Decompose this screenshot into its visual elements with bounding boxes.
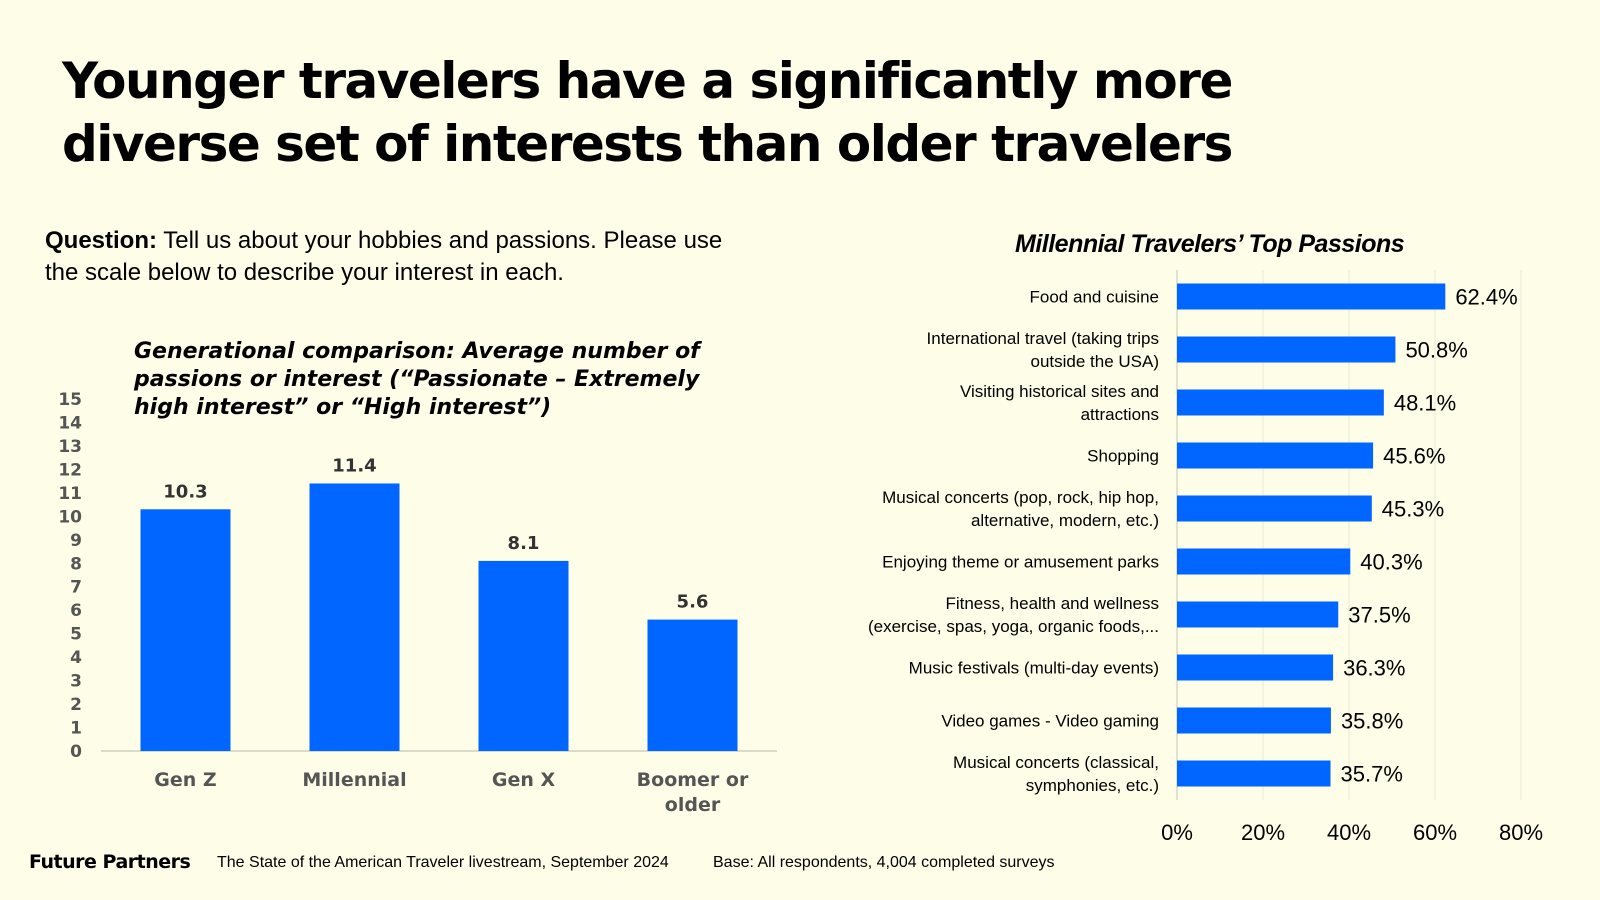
y-tick-label: attractions — [1081, 405, 1159, 424]
x-tick-label: 80% — [1499, 820, 1543, 845]
x-tick-label: older — [665, 794, 721, 816]
bar — [140, 509, 231, 751]
y-tick-label: alternative, modern, etc.) — [971, 511, 1159, 530]
y-tick-label: (exercise, spas, yoga, organic foods,... — [868, 617, 1159, 636]
y-tick-label: outside the USA) — [1030, 352, 1159, 371]
y-tick-label: Music festivals (multi-day events) — [909, 659, 1159, 678]
y-tick-label: Musical concerts (pop, rock, hip hop, — [882, 488, 1159, 507]
headline-line-2: diverse set of interests than older trav… — [62, 115, 1233, 173]
y-tick-label: 13 — [58, 437, 82, 457]
data-label: 10.3 — [163, 481, 207, 502]
y-tick-label: 9 — [70, 531, 82, 551]
x-tick-label: Boomer or — [637, 769, 749, 791]
y-tick-label: 4 — [70, 648, 82, 668]
bar — [309, 483, 400, 751]
y-tick-label: Video games - Video gaming — [941, 712, 1159, 731]
data-label: 35.8% — [1341, 709, 1403, 734]
bar — [1177, 760, 1331, 787]
data-label: 35.7% — [1341, 762, 1403, 787]
y-tick-label: 8 — [70, 554, 82, 574]
data-label: 11.4 — [332, 455, 376, 476]
y-tick-label: 14 — [58, 413, 82, 433]
x-tick-label: 60% — [1413, 820, 1457, 845]
bar — [1177, 495, 1372, 522]
survey-question: Question: Tell us about your hobbies and… — [45, 225, 725, 289]
y-tick-label: Visiting historical sites and — [960, 382, 1159, 401]
data-label: 36.3% — [1343, 656, 1405, 681]
bar — [1177, 336, 1396, 363]
x-tick-label: 0% — [1161, 820, 1193, 845]
brand-logo: Future Partners — [29, 851, 191, 873]
y-tick-label: International travel (taking trips — [927, 329, 1159, 348]
source-note: The State of the American Traveler lives… — [217, 854, 669, 871]
bar — [1177, 389, 1384, 416]
data-label: 45.6% — [1383, 444, 1445, 469]
bar — [647, 619, 738, 751]
generational-chart-title-line-2: passions or interest (“Passionate – Extr… — [134, 367, 700, 392]
data-label: 40.3% — [1360, 550, 1422, 575]
y-tick-label: 6 — [70, 601, 82, 621]
y-tick-label: 10 — [58, 507, 82, 527]
data-label: 5.6 — [677, 592, 709, 613]
question-label: Question: — [45, 227, 157, 254]
y-tick-label: Musical concerts (classical, — [953, 753, 1159, 772]
bar — [1177, 283, 1446, 310]
generational-chart-title: Generational comparison: Average number … — [134, 338, 764, 422]
question-text: Tell us about your hobbies and passions.… — [45, 227, 723, 286]
data-label: 50.8% — [1405, 338, 1467, 363]
generational-chart-title-line-1: Generational comparison: Average number … — [134, 339, 700, 364]
y-tick-label: 15 — [58, 390, 82, 410]
bar — [1177, 707, 1331, 734]
bar — [1177, 442, 1374, 469]
y-tick-label: Fitness, health and wellness — [945, 594, 1159, 613]
y-tick-label: symphonies, etc.) — [1026, 776, 1159, 795]
bar — [1177, 654, 1334, 681]
page-title: Younger travelers have a significantly m… — [62, 50, 1462, 176]
bar — [1177, 601, 1339, 628]
x-tick-label: Gen Z — [154, 769, 216, 791]
y-tick-label: 3 — [70, 672, 82, 692]
data-label: 37.5% — [1348, 603, 1410, 628]
x-tick-label: 20% — [1241, 820, 1285, 845]
headline-line-1: Younger travelers have a significantly m… — [62, 52, 1233, 110]
data-label: 45.3% — [1382, 497, 1444, 522]
y-tick-label: Shopping — [1087, 447, 1159, 466]
y-tick-label: 5 — [70, 625, 82, 645]
data-label: 62.4% — [1455, 285, 1517, 310]
x-tick-label: Gen X — [492, 769, 556, 791]
y-tick-label: 0 — [70, 742, 82, 762]
y-tick-label: 7 — [70, 578, 82, 598]
bar — [478, 560, 569, 751]
passions-chart-title: Millennial Travelers’ Top Passions — [1015, 230, 1405, 258]
generational-chart-title-line-3: high interest” or “High interest”) — [134, 395, 552, 420]
data-label: 8.1 — [508, 533, 540, 554]
y-tick-label: Enjoying theme or amusement parks — [882, 553, 1159, 572]
base-note: Base: All respondents, 4,004 completed s… — [713, 854, 1055, 871]
x-tick-label: 40% — [1327, 820, 1371, 845]
x-tick-label: Millennial — [302, 769, 406, 791]
y-tick-label: 1 — [70, 719, 82, 739]
y-tick-label: 2 — [70, 695, 82, 715]
y-tick-label: 11 — [58, 484, 82, 504]
bar — [1177, 548, 1351, 575]
data-label: 48.1% — [1394, 391, 1456, 416]
y-tick-label: Food and cuisine — [1030, 288, 1159, 307]
y-tick-label: 12 — [58, 460, 82, 480]
